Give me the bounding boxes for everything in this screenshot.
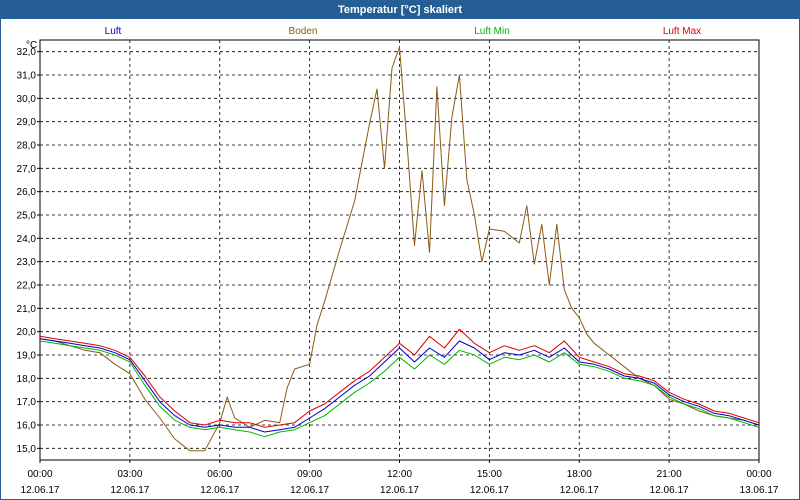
y-tick-label: 18,0 [17, 374, 37, 385]
y-axis-unit-label: °C [26, 40, 37, 51]
y-tick-label: 16,0 [17, 421, 37, 432]
x-tick-label-time: 06:00 [207, 469, 232, 480]
x-tick-label-time: 21:00 [657, 469, 682, 480]
legend-luft-min: Luft Min [474, 26, 510, 37]
x-tick-label-time: 00:00 [27, 469, 52, 480]
series-line-luft [39, 338, 760, 433]
y-tick-label: 32,0 [17, 47, 37, 58]
x-tick-label-date: 12.06.17 [560, 485, 599, 496]
y-tick-label: 19,0 [17, 351, 37, 362]
y-tick-label: 27,0 [17, 164, 37, 175]
legend-luft-max: Luft Max [663, 26, 701, 37]
x-tick-label-date: 12.06.17 [200, 485, 239, 496]
y-tick-label: 17,0 [17, 397, 37, 408]
x-tick-label-time: 15:00 [477, 469, 502, 480]
y-tick-label: 24,0 [17, 234, 37, 245]
y-tick-label: 21,0 [17, 304, 37, 315]
y-tick-label: 31,0 [17, 71, 37, 82]
window-title: Temperatur [°C] skaliert [1, 1, 799, 19]
y-tick-label: 26,0 [17, 187, 37, 198]
x-tick-label-time: 09:00 [297, 469, 322, 480]
x-tick-label-time: 00:00 [746, 469, 771, 480]
x-tick-label-date: 12.06.17 [650, 485, 689, 496]
legend-boden: Boden [289, 26, 318, 37]
series-line-boden [39, 46, 760, 452]
y-tick-label: 20,0 [17, 327, 37, 338]
x-tick-label-time: 03:00 [117, 469, 142, 480]
y-tick-label: 25,0 [17, 211, 37, 222]
legend-luft: Luft [105, 26, 122, 37]
x-tick-label-date: 12.06.17 [470, 485, 509, 496]
x-tick-label-date: 13.06.17 [740, 485, 779, 496]
y-tick-label: 29,0 [17, 117, 37, 128]
series-line-luft-min [39, 340, 760, 438]
y-tick-label: 28,0 [17, 141, 37, 152]
y-tick-label: 15,0 [17, 444, 37, 455]
x-tick-label-time: 12:00 [387, 469, 412, 480]
y-tick-label: 30,0 [17, 94, 37, 105]
x-tick-label-date: 12.06.17 [21, 485, 60, 496]
y-tick-label: 23,0 [17, 257, 37, 268]
x-tick-label-date: 12.06.17 [110, 485, 149, 496]
x-tick-label-date: 12.06.17 [380, 485, 419, 496]
series-line-luft-max [39, 328, 760, 428]
x-tick-label-time: 18:00 [567, 469, 592, 480]
x-tick-label-date: 12.06.17 [290, 485, 329, 496]
y-tick-label: 22,0 [17, 281, 37, 292]
